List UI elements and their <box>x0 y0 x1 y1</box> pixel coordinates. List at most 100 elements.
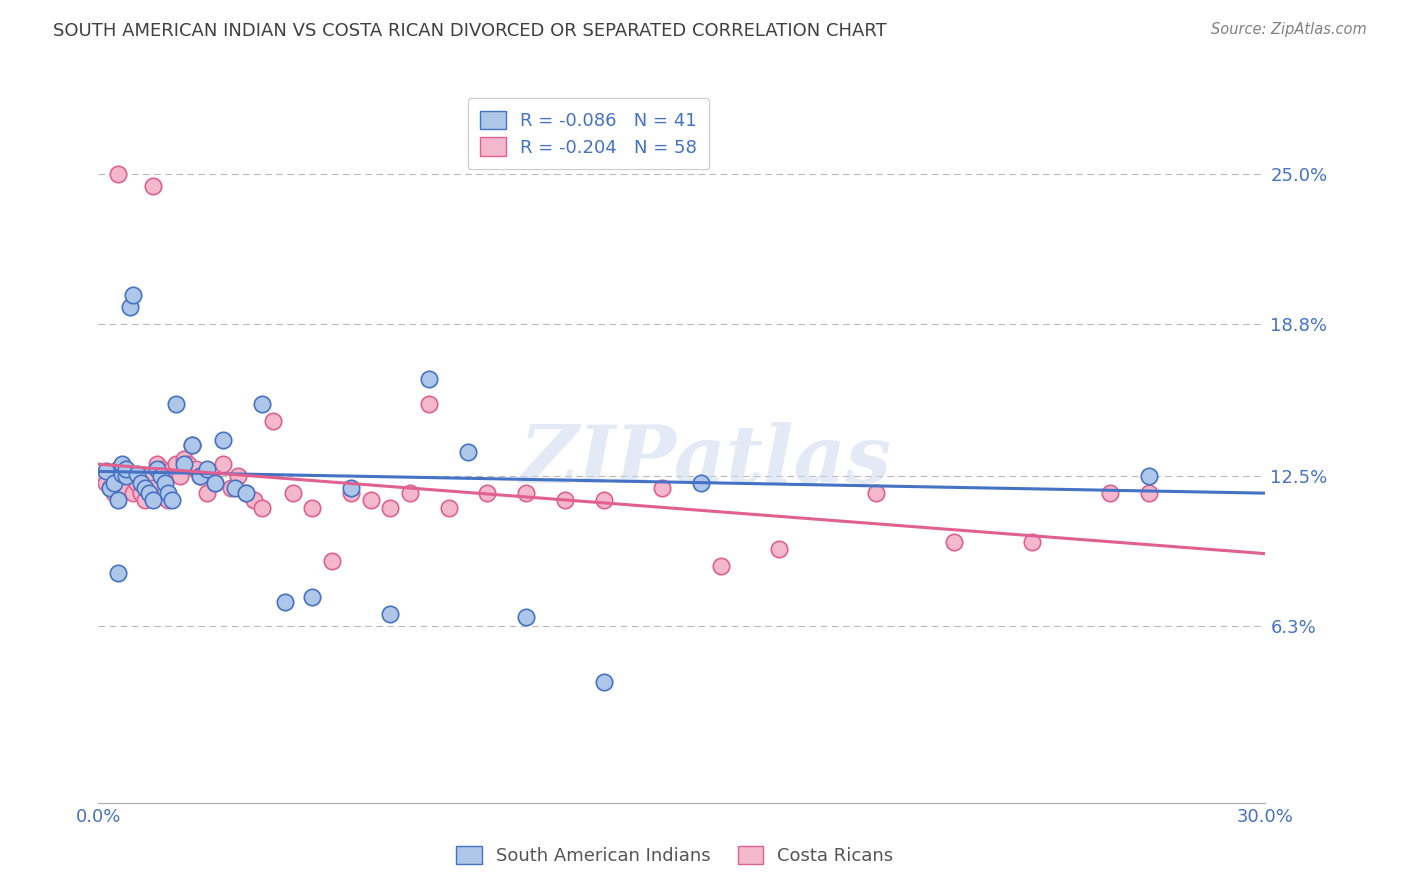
Point <box>360 493 382 508</box>
Point <box>515 486 537 500</box>
Point <box>398 486 420 500</box>
Point <box>1021 534 1043 549</box>
Point <box>418 372 440 386</box>
Point <box>250 500 273 515</box>
Point <box>477 486 499 500</box>
Point <box>321 554 343 568</box>
Point <box>96 476 118 491</box>
Point <box>162 462 184 476</box>
Point <box>111 476 134 491</box>
Point <box>281 486 304 500</box>
Point <box>91 469 114 483</box>
Point <box>180 438 202 452</box>
Point <box>437 500 460 515</box>
Point <box>111 467 134 481</box>
Point <box>515 609 537 624</box>
Point <box>149 469 172 483</box>
Point <box>204 476 226 491</box>
Point <box>129 486 152 500</box>
Point <box>146 457 169 471</box>
Text: ZIPatlas: ZIPatlas <box>519 422 891 499</box>
Point <box>173 457 195 471</box>
Point <box>169 469 191 483</box>
Point <box>228 469 250 483</box>
Point <box>380 607 402 621</box>
Text: SOUTH AMERICAN INDIAN VS COSTA RICAN DIVORCED OR SEPARATED CORRELATION CHART: SOUTH AMERICAN INDIAN VS COSTA RICAN DIV… <box>53 22 887 40</box>
Point <box>173 452 195 467</box>
Point <box>114 481 136 495</box>
Point <box>224 481 246 495</box>
Point <box>134 481 156 495</box>
Point <box>593 674 616 689</box>
Point <box>142 493 165 508</box>
Point <box>340 486 363 500</box>
Point <box>301 500 323 515</box>
Point <box>157 486 180 500</box>
Point <box>118 469 141 483</box>
Point <box>235 486 257 500</box>
Point <box>114 469 136 483</box>
Point <box>865 486 887 500</box>
Point <box>651 481 673 495</box>
Point <box>340 481 363 495</box>
Point <box>98 481 121 495</box>
Point <box>212 457 235 471</box>
Point <box>188 469 211 483</box>
Point <box>129 476 152 491</box>
Point <box>127 476 149 491</box>
Point <box>184 462 207 476</box>
Point <box>235 486 257 500</box>
Point <box>301 590 323 604</box>
Point <box>107 167 129 181</box>
Point <box>710 558 733 573</box>
Legend: South American Indians, Costa Ricans: South American Indians, Costa Ricans <box>447 837 903 874</box>
Point <box>243 493 266 508</box>
Point <box>380 500 402 515</box>
Point <box>153 476 176 491</box>
Point <box>418 397 440 411</box>
Point <box>593 493 616 508</box>
Point <box>127 467 149 481</box>
Point <box>111 457 134 471</box>
Point <box>554 493 576 508</box>
Point <box>165 397 187 411</box>
Point <box>204 476 226 491</box>
Point <box>138 469 160 483</box>
Point <box>195 462 218 476</box>
Point <box>177 457 200 471</box>
Point <box>142 481 165 495</box>
Point <box>122 486 145 500</box>
Text: Source: ZipAtlas.com: Source: ZipAtlas.com <box>1211 22 1367 37</box>
Point <box>107 462 129 476</box>
Point <box>107 493 129 508</box>
Point <box>142 178 165 193</box>
Point <box>162 493 184 508</box>
Point <box>457 445 479 459</box>
Point <box>165 457 187 471</box>
Legend: R = -0.086   N = 41, R = -0.204   N = 58: R = -0.086 N = 41, R = -0.204 N = 58 <box>468 98 710 169</box>
Point <box>157 493 180 508</box>
Point <box>262 414 284 428</box>
Point <box>180 438 202 452</box>
Point <box>250 397 273 411</box>
Point <box>149 462 172 476</box>
Point <box>96 464 118 478</box>
Point <box>219 481 242 495</box>
Point <box>114 462 136 476</box>
Point <box>768 541 790 556</box>
Point <box>134 493 156 508</box>
Point <box>943 534 966 549</box>
Point <box>138 486 160 500</box>
Point <box>1137 486 1160 500</box>
Point <box>146 462 169 476</box>
Point <box>1137 469 1160 483</box>
Point <box>188 469 211 483</box>
Point <box>107 566 129 580</box>
Point <box>274 595 297 609</box>
Point <box>212 433 235 447</box>
Point <box>103 476 125 491</box>
Point <box>103 486 125 500</box>
Point <box>122 288 145 302</box>
Point <box>195 486 218 500</box>
Point <box>1098 486 1121 500</box>
